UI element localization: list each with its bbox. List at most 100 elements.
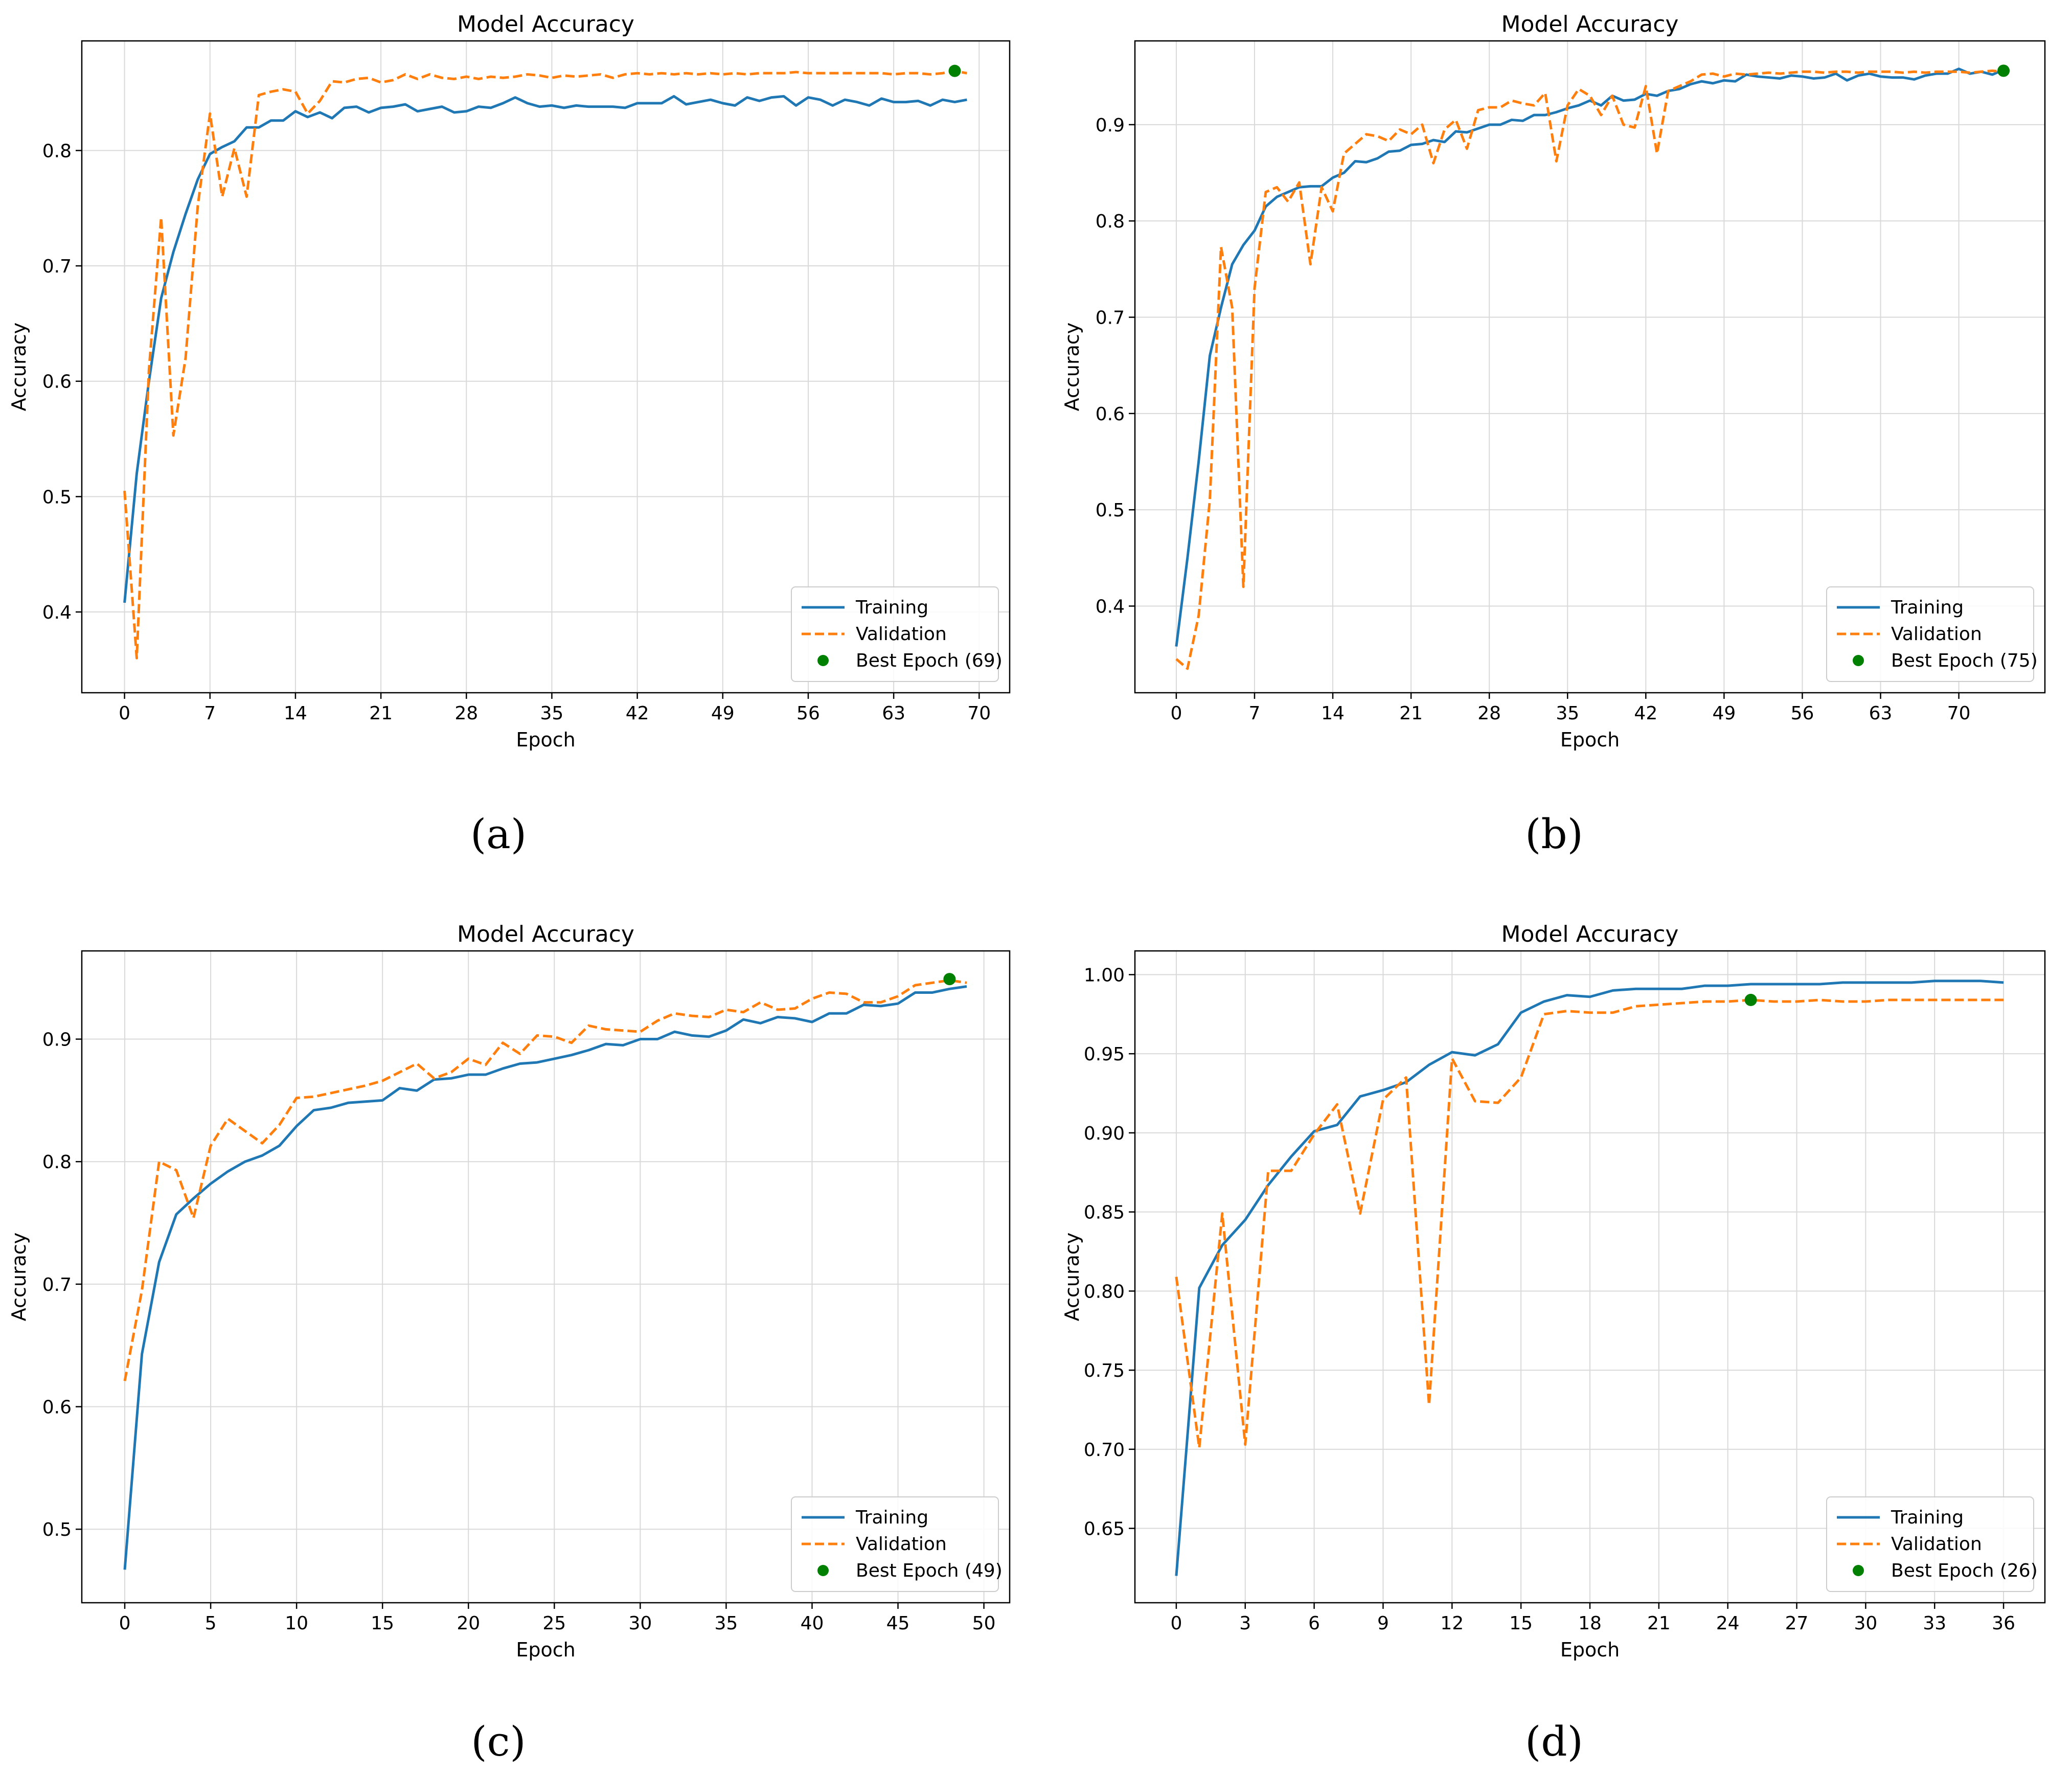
chart-a: Model Accuracy 0 7 14 21 28 35 42 49 56 63 70 0.4 0.5… [8, 11, 1011, 751]
legend-label: Best Epoch (49) [856, 1560, 1003, 1581]
legend-label: Best Epoch (75) [1891, 650, 2038, 671]
x-tick-label: 49 [1713, 703, 1736, 724]
panel-caption-a: (a) [470, 810, 527, 858]
y-tick-label: 0.7 [1096, 308, 1125, 329]
x-tick-label: 18 [1578, 1613, 1602, 1634]
y-tick-label: 0.7 [42, 1275, 72, 1295]
x-tick-label: 20 [457, 1613, 480, 1634]
x-tick-label: 21 [1647, 1613, 1671, 1634]
x-tick-label: 0 [1170, 1613, 1182, 1634]
x-tick-label: 0 [119, 1613, 131, 1634]
y-axis-label: Accuracy [8, 323, 30, 412]
legend-label: Best Epoch (26) [1891, 1560, 2038, 1581]
legend-label: Training [1891, 1507, 1964, 1528]
y-tick-label: 0.6 [42, 372, 72, 393]
legend-box [791, 586, 999, 682]
x-tick-label: 28 [454, 703, 478, 724]
x-tick-label: 9 [1377, 1613, 1389, 1634]
x-tick-label: 56 [1791, 703, 1814, 724]
panel-caption-d: (d) [1525, 1718, 1583, 1765]
x-tick-label: 50 [972, 1613, 996, 1634]
training-line [1175, 980, 2004, 1576]
y-tick-label: 0.80 [1084, 1281, 1125, 1302]
x-tick-label: 14 [284, 703, 307, 724]
legend-marker-icon [817, 1565, 829, 1576]
x-tick-label: 7 [1249, 703, 1261, 724]
x-tick-label: 15 [371, 1613, 394, 1634]
y-tick-label: 0.6 [42, 1397, 72, 1418]
y-tick-label: 0.6 [1096, 404, 1125, 425]
legend: Training Validation Best Epoch (69) [791, 586, 1003, 682]
legend-marker-icon [1853, 655, 1864, 666]
x-tick-label: 42 [626, 703, 649, 724]
y-tick-label: 0.4 [1096, 597, 1125, 618]
y-tick-label: 0.5 [1096, 500, 1125, 521]
y-tick-label: 0.9 [1096, 115, 1125, 136]
x-tick-label: 5 [205, 1613, 217, 1634]
grid [1135, 41, 2045, 693]
x-tick-label: 12 [1440, 1613, 1464, 1634]
x-tick-label: 35 [715, 1613, 738, 1634]
grid [82, 41, 1010, 693]
x-tick-label: 35 [540, 703, 564, 724]
x-tick-label: 70 [1947, 703, 1971, 724]
legend-label: Validation [856, 624, 947, 645]
y-tick-label: 0.8 [1096, 211, 1125, 232]
legend-label: Training [1891, 597, 1964, 618]
best-epoch-marker [1744, 993, 1757, 1006]
x-tick-label: 21 [1399, 703, 1423, 724]
chart-c: Model Accuracy 0 5 10 15 20 25 30 35 40 45 50 0.5 0.6… [8, 921, 1011, 1661]
x-tick-label: 0 [119, 703, 130, 724]
y-tick-label: 0.9 [42, 1030, 72, 1051]
x-tick-label: 63 [1869, 703, 1893, 724]
legend-label: Training [855, 1507, 928, 1528]
chart-title: Model Accuracy [1501, 921, 1679, 947]
best-epoch-marker [948, 64, 961, 77]
x-tick-label: 25 [542, 1613, 566, 1634]
x-tick-label: 30 [628, 1613, 652, 1634]
y-tick-label: 0.7 [42, 256, 72, 277]
legend-box [1826, 1496, 2034, 1592]
y-tick-label: 0.70 [1084, 1440, 1125, 1461]
x-tick-label: 24 [1716, 1613, 1740, 1634]
y-axis-label: Accuracy [1061, 1233, 1083, 1322]
legend-label: Training [855, 597, 928, 618]
y-axis-label: Accuracy [8, 1233, 30, 1322]
x-tick-label: 6 [1308, 1613, 1320, 1634]
x-tick-label: 15 [1509, 1613, 1533, 1634]
training-line [123, 985, 967, 1570]
legend: Training Validation Best Epoch (75) [1826, 586, 2038, 682]
best-epoch-marker [943, 973, 956, 986]
plot-frame [1134, 40, 2046, 694]
x-axis-label: Epoch [516, 1639, 575, 1661]
y-tick-label: 0.8 [42, 1152, 72, 1173]
x-tick-label: 45 [886, 1613, 910, 1634]
x-tick-label: 42 [1634, 703, 1657, 724]
panel-caption-c: (c) [471, 1718, 526, 1765]
y-tick-label: 1.00 [1084, 965, 1125, 986]
x-tick-label: 3 [1239, 1613, 1251, 1634]
y-tick-label: 0.95 [1084, 1044, 1125, 1065]
legend-box [791, 1496, 999, 1592]
y-tick-label: 0.75 [1084, 1360, 1125, 1381]
x-tick-label: 63 [882, 703, 905, 724]
validation-line [123, 979, 967, 1381]
x-axis-label: Epoch [516, 729, 575, 751]
legend-marker-icon [1853, 1565, 1864, 1576]
grid [1135, 951, 2045, 1603]
x-tick-label: 35 [1556, 703, 1579, 724]
y-tick-label: 0.4 [42, 602, 72, 623]
x-axis-label: Epoch [1560, 729, 1620, 751]
x-tick-label: 28 [1477, 703, 1501, 724]
y-tick-label: 0.65 [1084, 1519, 1125, 1540]
x-tick-label: 70 [967, 703, 991, 724]
legend-marker-icon [817, 655, 829, 666]
x-tick-label: 49 [711, 703, 735, 724]
y-tick-label: 0.5 [42, 1519, 72, 1540]
training-line [1175, 67, 2005, 647]
x-tick-label: 36 [1992, 1613, 2015, 1634]
validation-line [1175, 69, 2004, 670]
x-tick-label: 27 [1785, 1613, 1809, 1634]
x-tick-label: 21 [369, 703, 393, 724]
